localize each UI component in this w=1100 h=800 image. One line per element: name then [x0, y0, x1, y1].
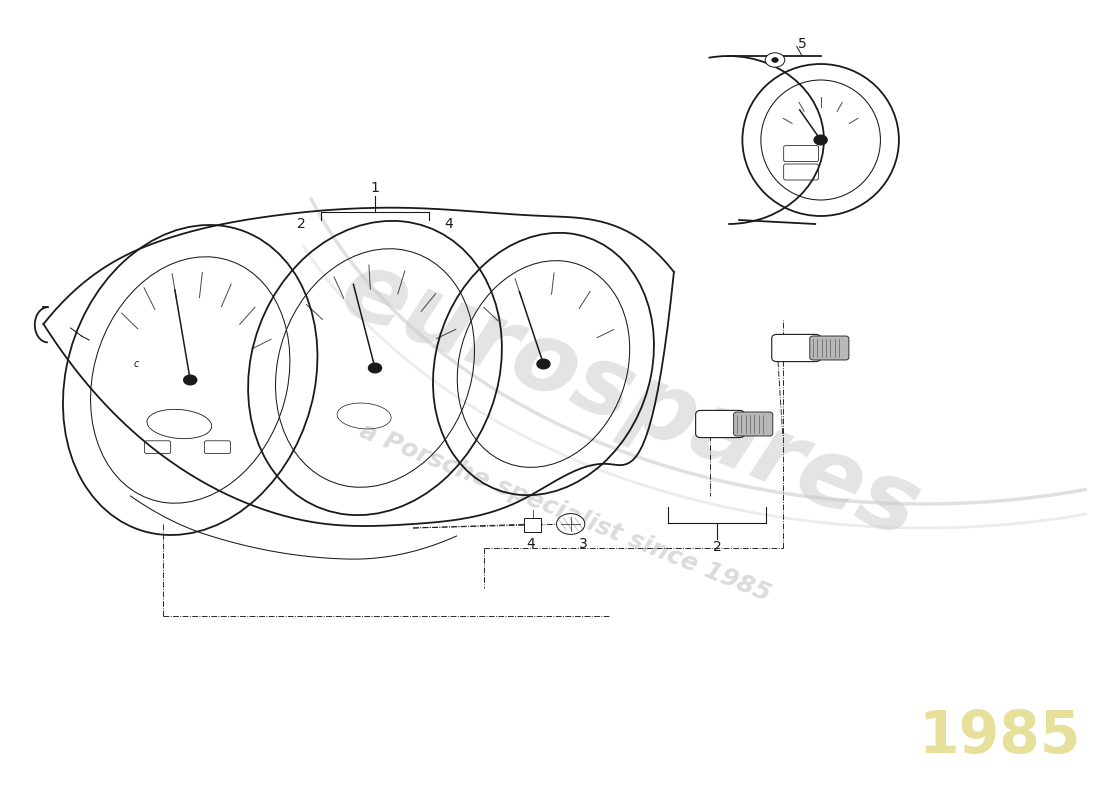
Text: 4: 4 [444, 217, 453, 231]
FancyBboxPatch shape [734, 412, 773, 436]
Text: 2: 2 [297, 217, 306, 231]
Text: a Porsche specialist since 1985: a Porsche specialist since 1985 [356, 418, 774, 606]
Circle shape [368, 363, 382, 373]
Circle shape [557, 514, 585, 534]
Text: c: c [133, 359, 139, 369]
Circle shape [766, 53, 784, 67]
Text: 1: 1 [371, 181, 380, 195]
Text: eurospares: eurospares [328, 242, 933, 558]
Text: 5: 5 [798, 37, 806, 51]
Circle shape [814, 135, 827, 145]
Text: 4: 4 [526, 537, 535, 551]
Text: 3: 3 [580, 537, 588, 551]
FancyBboxPatch shape [772, 334, 821, 362]
FancyBboxPatch shape [524, 518, 541, 532]
FancyBboxPatch shape [810, 336, 849, 360]
Circle shape [184, 375, 197, 385]
Text: 1985: 1985 [918, 707, 1081, 765]
FancyBboxPatch shape [695, 410, 745, 438]
Text: 2: 2 [713, 540, 722, 554]
Circle shape [772, 58, 779, 62]
Circle shape [537, 359, 550, 369]
